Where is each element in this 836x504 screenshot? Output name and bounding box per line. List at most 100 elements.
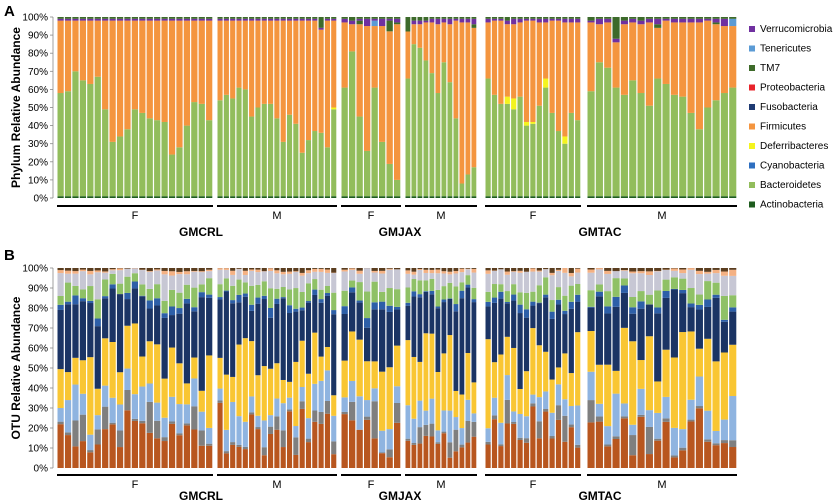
otu-bar-segment — [176, 313, 183, 364]
otu-bar-segment — [57, 309, 64, 370]
otu-bar-segment — [94, 429, 101, 445]
bar-segment — [530, 20, 536, 122]
otu-bar-segment — [587, 306, 595, 308]
legend-swatch — [749, 65, 755, 71]
otu-bar-segment — [523, 292, 530, 310]
otu-bar-segment — [498, 422, 504, 445]
bar-segment — [318, 27, 324, 30]
bar-segment — [72, 18, 79, 21]
bar-segment — [543, 78, 549, 88]
otu-bar-segment — [183, 404, 191, 424]
otu-bar-segment — [555, 269, 562, 272]
otu-bar-segment — [356, 268, 363, 271]
otu-bar-segment — [161, 437, 168, 442]
bar-segment — [223, 17, 229, 19]
otu-bar-segment — [712, 445, 720, 468]
otu-bar-segment — [549, 272, 555, 276]
bar-segment — [459, 17, 465, 19]
otu-bar-segment — [154, 268, 161, 270]
otu-bar-segment — [712, 282, 720, 295]
otu-bar-segment — [491, 397, 498, 416]
bar-segment — [131, 17, 139, 19]
bar-segment — [604, 18, 612, 23]
bar-segment — [704, 196, 712, 198]
otu-bar-segment — [154, 269, 161, 271]
otu-bar-segment — [511, 268, 517, 272]
bar-segment — [687, 112, 695, 197]
bar-segment — [485, 17, 491, 19]
otu-bar-segment — [318, 299, 324, 303]
bar-segment — [637, 24, 645, 94]
otu-bar-segment — [299, 408, 305, 468]
panel-b-ytick-label: 10% — [28, 444, 48, 455]
bar-segment — [629, 196, 637, 198]
otu-bar-segment — [511, 294, 517, 301]
panel-a-subgroup-label: M — [436, 210, 445, 222]
bar-segment — [379, 17, 386, 19]
panel-b-label: B — [4, 247, 15, 264]
otu-bar-segment — [64, 432, 72, 436]
bar-segment — [168, 154, 176, 197]
otu-bar-segment — [729, 268, 737, 270]
bar-segment — [555, 20, 562, 132]
otu-bar-segment — [274, 363, 280, 399]
bar-segment — [236, 17, 242, 19]
otu-bar-segment — [695, 309, 703, 349]
otu-bar-segment — [405, 273, 411, 288]
otu-bar-segment — [411, 274, 417, 280]
bar-segment — [562, 17, 568, 19]
bar-segment — [146, 20, 153, 119]
otu-bar-segment — [523, 371, 530, 417]
otu-bar-segment — [176, 363, 183, 405]
otu-bar-segment — [517, 270, 523, 273]
otu-bar-segment — [94, 272, 101, 300]
otu-bar-segment — [498, 298, 504, 355]
bar-segment — [720, 17, 728, 19]
panel-a-ytick-label: 20% — [28, 157, 48, 168]
bar-segment — [131, 18, 139, 21]
otu-bar-segment — [720, 271, 728, 276]
bar-segment — [146, 118, 153, 197]
otu-bar-segment — [568, 301, 574, 309]
otu-bar-segment — [555, 271, 562, 288]
otu-bar-segment — [364, 291, 371, 319]
otu-bar-segment — [411, 271, 417, 275]
bar-segment — [341, 87, 348, 197]
otu-bar-segment — [230, 285, 236, 301]
otu-bar-segment — [217, 388, 223, 401]
otu-bar-segment — [517, 292, 523, 305]
otu-bar-segment — [405, 287, 411, 303]
otu-bar-segment — [94, 268, 101, 271]
bar-segment — [280, 196, 286, 198]
otu-bar-segment — [57, 268, 64, 271]
otu-bar-segment — [504, 423, 510, 468]
otu-bar-segment — [549, 275, 555, 301]
bar-segment — [102, 20, 109, 110]
otu-bar-segment — [223, 291, 229, 375]
bar-segment — [504, 196, 510, 198]
otu-bar-segment — [394, 306, 401, 310]
otu-bar-segment — [139, 295, 146, 297]
otu-bar-segment — [394, 386, 401, 403]
otu-bar-segment — [379, 268, 386, 271]
bar-segment — [379, 196, 386, 198]
otu-bar-segment — [324, 272, 330, 286]
otu-bar-segment — [341, 290, 348, 307]
bar-segment — [64, 18, 72, 21]
bar-segment — [491, 18, 498, 21]
otu-bar-segment — [331, 395, 337, 416]
bar-segment — [620, 24, 628, 95]
otu-bar-segment — [341, 313, 348, 361]
bar-segment — [543, 22, 549, 79]
bar-segment — [654, 24, 662, 28]
otu-bar-segment — [57, 369, 64, 408]
bar-segment — [511, 98, 517, 110]
otu-bar-segment — [568, 268, 574, 273]
otu-bar-segment — [637, 414, 645, 417]
otu-bar-segment — [498, 444, 504, 447]
bar-segment — [274, 118, 280, 197]
otu-bar-segment — [176, 271, 183, 275]
bar-segment — [595, 17, 603, 19]
otu-bar-segment — [423, 268, 429, 270]
otu-bar-segment — [523, 438, 530, 443]
